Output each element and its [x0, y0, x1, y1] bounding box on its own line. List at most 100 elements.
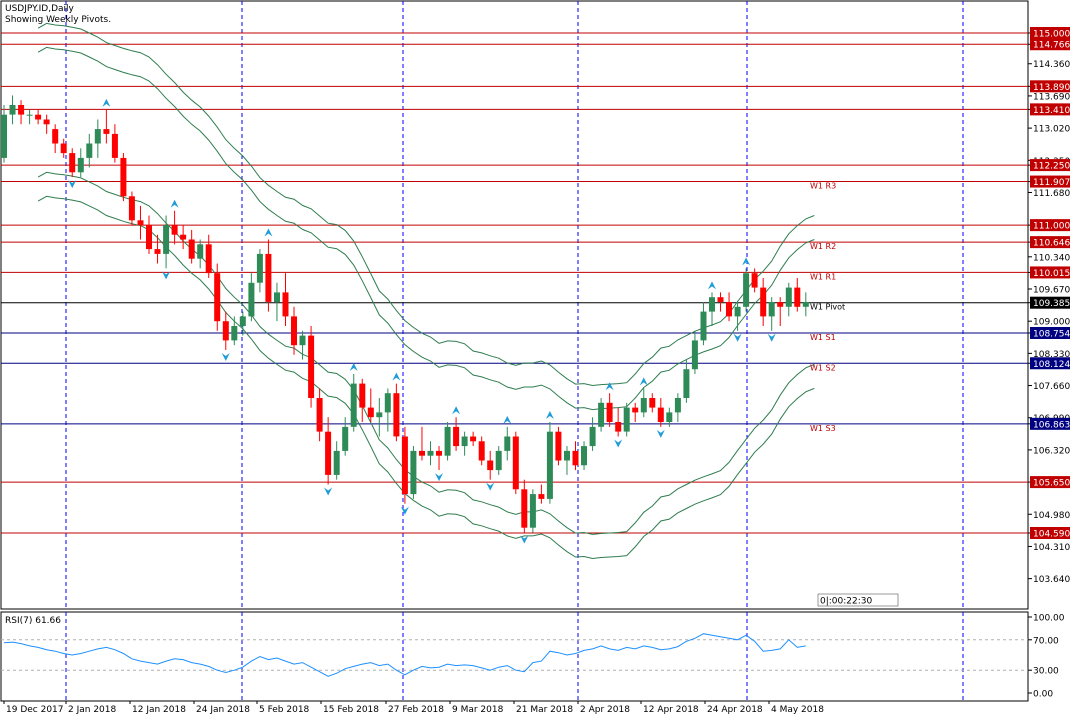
candle	[691, 330, 698, 375]
fractal-up-arrow	[605, 382, 614, 391]
candle	[478, 436, 485, 466]
candle	[154, 234, 161, 264]
fractal-down-arrow	[733, 333, 742, 342]
price-label: 113.410	[1033, 106, 1070, 116]
price-label: 107.660	[1033, 382, 1070, 392]
candle-body	[111, 133, 118, 158]
candle	[436, 446, 442, 471]
fractal-arrows	[68, 98, 776, 544]
price-label: 106.863	[1033, 420, 1070, 430]
fractal-down-arrow	[221, 353, 230, 362]
candle-body	[35, 114, 42, 120]
candle	[367, 388, 374, 423]
pivot-label: W1 S2	[810, 363, 836, 372]
candle	[709, 292, 715, 326]
candle	[615, 407, 622, 437]
date-label: 9 Mar 2018	[452, 705, 504, 715]
fractal-down-arrow	[767, 333, 776, 342]
candle-body	[555, 431, 562, 461]
candle	[683, 359, 690, 403]
price-label: 112.250	[1033, 162, 1070, 172]
candle-body	[700, 311, 707, 341]
price-label: 104.980	[1033, 511, 1070, 521]
candle	[359, 378, 366, 423]
candle-body	[726, 302, 732, 317]
candle-body	[768, 302, 775, 317]
price-label: 111.680	[1033, 189, 1070, 199]
price-label: 110.646	[1033, 239, 1070, 249]
candle-body	[120, 157, 127, 197]
fractal-up-arrow	[639, 377, 648, 386]
price-badge	[1030, 357, 1070, 370]
fractal-up-arrow	[264, 228, 273, 237]
candles	[1, 95, 809, 533]
candle-body	[666, 412, 673, 422]
candle-body	[470, 436, 477, 442]
chart-symbol-title: USDJPY.ID,Daily	[5, 4, 74, 14]
candle-body	[529, 494, 536, 528]
candle-body	[333, 450, 340, 475]
candle	[35, 109, 42, 125]
candle-body	[163, 225, 170, 254]
date-label: 2 Apr 2018	[580, 705, 630, 715]
candle	[564, 446, 570, 475]
price-badge	[1030, 80, 1070, 93]
candle	[120, 153, 127, 202]
price-badge	[1030, 527, 1070, 539]
rsi-label: RSI(7) 61.66	[5, 616, 61, 626]
rsi-tick-label: 30.00	[1033, 667, 1059, 677]
price-badge	[1030, 159, 1070, 172]
price-badge	[1030, 236, 1070, 249]
fractal-up-arrow	[102, 98, 111, 107]
main-panel	[0, 0, 1029, 610]
candle-body	[546, 431, 553, 499]
candle	[384, 388, 391, 432]
price-badge	[1030, 327, 1070, 339]
candle-body	[171, 225, 178, 235]
candle	[188, 229, 195, 264]
price-badge	[1030, 103, 1070, 116]
date-label: 27 Feb 2018	[388, 705, 444, 715]
candle-body	[436, 450, 442, 456]
countdown-box: 0|:00:22:30	[817, 593, 899, 607]
candle-body	[521, 489, 528, 528]
rsi-line	[3, 633, 806, 677]
candle	[589, 417, 596, 451]
candle-body	[461, 436, 468, 447]
candle-body	[239, 316, 246, 326]
candle-body	[376, 412, 383, 418]
candle	[785, 282, 792, 317]
candle	[163, 215, 170, 269]
price-label: 110.340	[1033, 253, 1070, 263]
price-label: 109.000	[1033, 318, 1070, 328]
candle	[308, 325, 315, 408]
candle	[103, 109, 110, 144]
candle-body	[632, 407, 639, 413]
candle	[69, 148, 76, 178]
candle	[146, 215, 152, 254]
candle	[60, 138, 67, 158]
candle	[86, 133, 93, 168]
candle-body	[512, 436, 519, 490]
candle	[598, 398, 605, 432]
candle	[231, 316, 238, 346]
date-label: 15 Feb 2018	[323, 705, 379, 715]
rsi-tick-label: 0.00	[1033, 690, 1053, 700]
price-label: 108.330	[1033, 350, 1070, 360]
candle-body	[86, 143, 93, 158]
candle	[393, 383, 400, 442]
candle	[734, 301, 741, 331]
candle-body	[581, 446, 587, 466]
candle	[606, 393, 613, 427]
fractal-down-arrow	[486, 482, 495, 491]
candle	[760, 277, 767, 326]
fractal-down-arrow	[162, 271, 171, 280]
candle-body	[256, 253, 263, 283]
candle-body	[214, 273, 221, 322]
candle-body	[384, 393, 391, 413]
candle-body	[495, 450, 502, 471]
candle	[77, 148, 84, 178]
candle-body	[419, 450, 425, 456]
date-label: 19 Dec 2017	[6, 705, 64, 715]
rsi-tick-label: 70.00	[1033, 636, 1059, 646]
